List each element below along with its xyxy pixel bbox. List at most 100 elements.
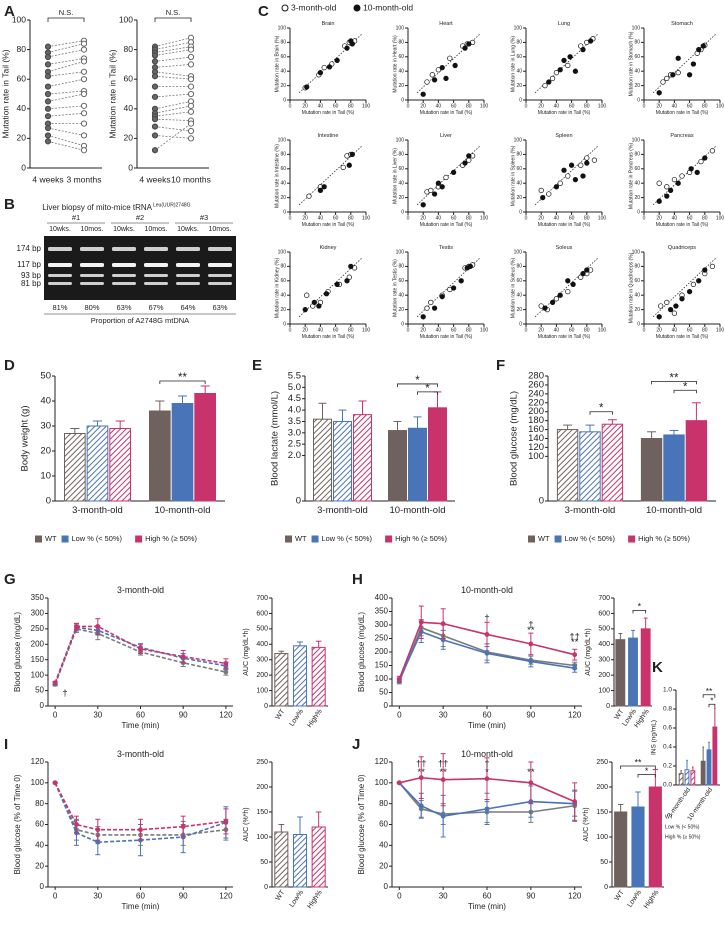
point: [431, 77, 438, 83]
point-after: [80, 46, 88, 53]
gel-band: [112, 274, 136, 277]
y-tick-label: 240: [528, 388, 544, 399]
x-tick-label: 40: [436, 103, 442, 109]
y-tick-label: 400: [256, 641, 268, 648]
x-tick-label: 0: [525, 103, 528, 109]
pair-line: [154, 118, 192, 122]
y-tick-label: 80: [35, 799, 44, 808]
y-tick-label: 140: [528, 433, 544, 444]
x-tick-label: 40: [436, 327, 442, 333]
pair-line: [47, 78, 85, 87]
point: [223, 669, 229, 675]
legend-swatch: [35, 535, 42, 543]
series-line: [398, 626, 575, 683]
point-before: [44, 113, 52, 120]
legend-swatch: [61, 535, 69, 543]
y-tick-label: 100: [632, 25, 641, 31]
pair-line: [154, 93, 192, 98]
y-tick-label: 80: [634, 152, 640, 158]
point: [688, 166, 694, 172]
point: [580, 173, 586, 179]
x-tick-label: 20: [302, 215, 308, 221]
point: [709, 263, 716, 270]
point-before: [44, 43, 52, 50]
sig-bracket: [589, 411, 613, 415]
y-tick-label: 80: [379, 799, 388, 808]
point-before: [44, 53, 52, 61]
y-tick-label: 400: [375, 593, 389, 602]
y-tick-label: 60: [17, 73, 27, 83]
point-before: [44, 124, 52, 132]
pair-line: [47, 58, 85, 65]
legend-swatch: [311, 535, 319, 543]
y-tick-label: 150: [31, 655, 45, 664]
bar: [274, 831, 289, 888]
point: [462, 45, 468, 51]
point-after: [80, 110, 88, 117]
y-tick-label: 100: [256, 687, 268, 694]
bar: [292, 645, 308, 707]
x-tick-label: 3-month-old: [317, 505, 368, 516]
y-tick-label: 40: [634, 181, 640, 187]
series-line: [398, 621, 575, 680]
point: [565, 278, 571, 284]
point: [698, 158, 704, 165]
y-tick-label: 100: [514, 249, 523, 255]
y-tick-label: 60: [516, 54, 522, 60]
point: [74, 822, 79, 827]
x-axis-label: Mutation rate in Tail (%): [302, 222, 355, 228]
x-tick-label: 20: [656, 215, 662, 221]
x-tick-label: 20: [420, 327, 426, 333]
point: [540, 194, 546, 201]
x-tick-label: 100: [480, 327, 489, 333]
y-tick-label: 60: [398, 278, 404, 284]
legend-label: High % (≥ 50%): [665, 834, 701, 840]
gel-band: [80, 263, 104, 267]
y-axis-label: Mutation rate in Heart (%): [392, 35, 398, 93]
point: [180, 654, 186, 660]
point: [671, 176, 678, 183]
y-tick-label: 250: [256, 759, 268, 766]
y-tick-label: 0: [637, 209, 640, 215]
point: [696, 46, 702, 53]
gel-title-superscript: Leu(UUR)2748G: [153, 202, 191, 208]
point: [656, 314, 662, 320]
bar: [274, 653, 289, 707]
point: [302, 306, 308, 313]
pair-line: [47, 90, 85, 95]
point-before: [44, 138, 52, 145]
x-tick-label: 90: [179, 892, 188, 901]
point: [428, 187, 434, 194]
x-tick-label: 80: [702, 327, 708, 333]
y-tick-label: 350: [31, 593, 45, 602]
y-tick-label: 100: [514, 25, 523, 31]
y-tick-label: 260: [528, 379, 544, 390]
point: [702, 267, 708, 273]
y-tick-label: 5.0: [288, 382, 301, 393]
y-tick-label: 80: [280, 264, 286, 270]
y-tick-label: 100: [31, 778, 45, 787]
point: [542, 82, 548, 89]
point-before: [151, 123, 159, 130]
marker-label: 81 bp: [21, 279, 42, 288]
x-tick-label: 60: [333, 327, 339, 333]
x-tick-label: 100: [716, 103, 725, 109]
x-tick-label: 0: [407, 103, 410, 109]
x-tick-label: 80: [348, 327, 354, 333]
point: [484, 806, 490, 812]
x-tick-label: 20: [538, 215, 544, 221]
gel-band: [112, 263, 136, 267]
point: [656, 90, 662, 96]
proportion: 63%: [116, 303, 131, 312]
y-tick-label: 0: [384, 882, 389, 891]
x-tick-label: 40: [436, 215, 442, 221]
point: [340, 164, 346, 171]
point: [686, 288, 693, 295]
legend-swatch: [285, 535, 292, 543]
x-tick-label: 40: [554, 327, 560, 333]
point: [484, 632, 490, 637]
y-tick-label: 0: [401, 321, 404, 327]
y-tick-label: 0.4: [663, 744, 672, 751]
proportion: 81%: [52, 303, 67, 312]
point: [557, 67, 563, 73]
